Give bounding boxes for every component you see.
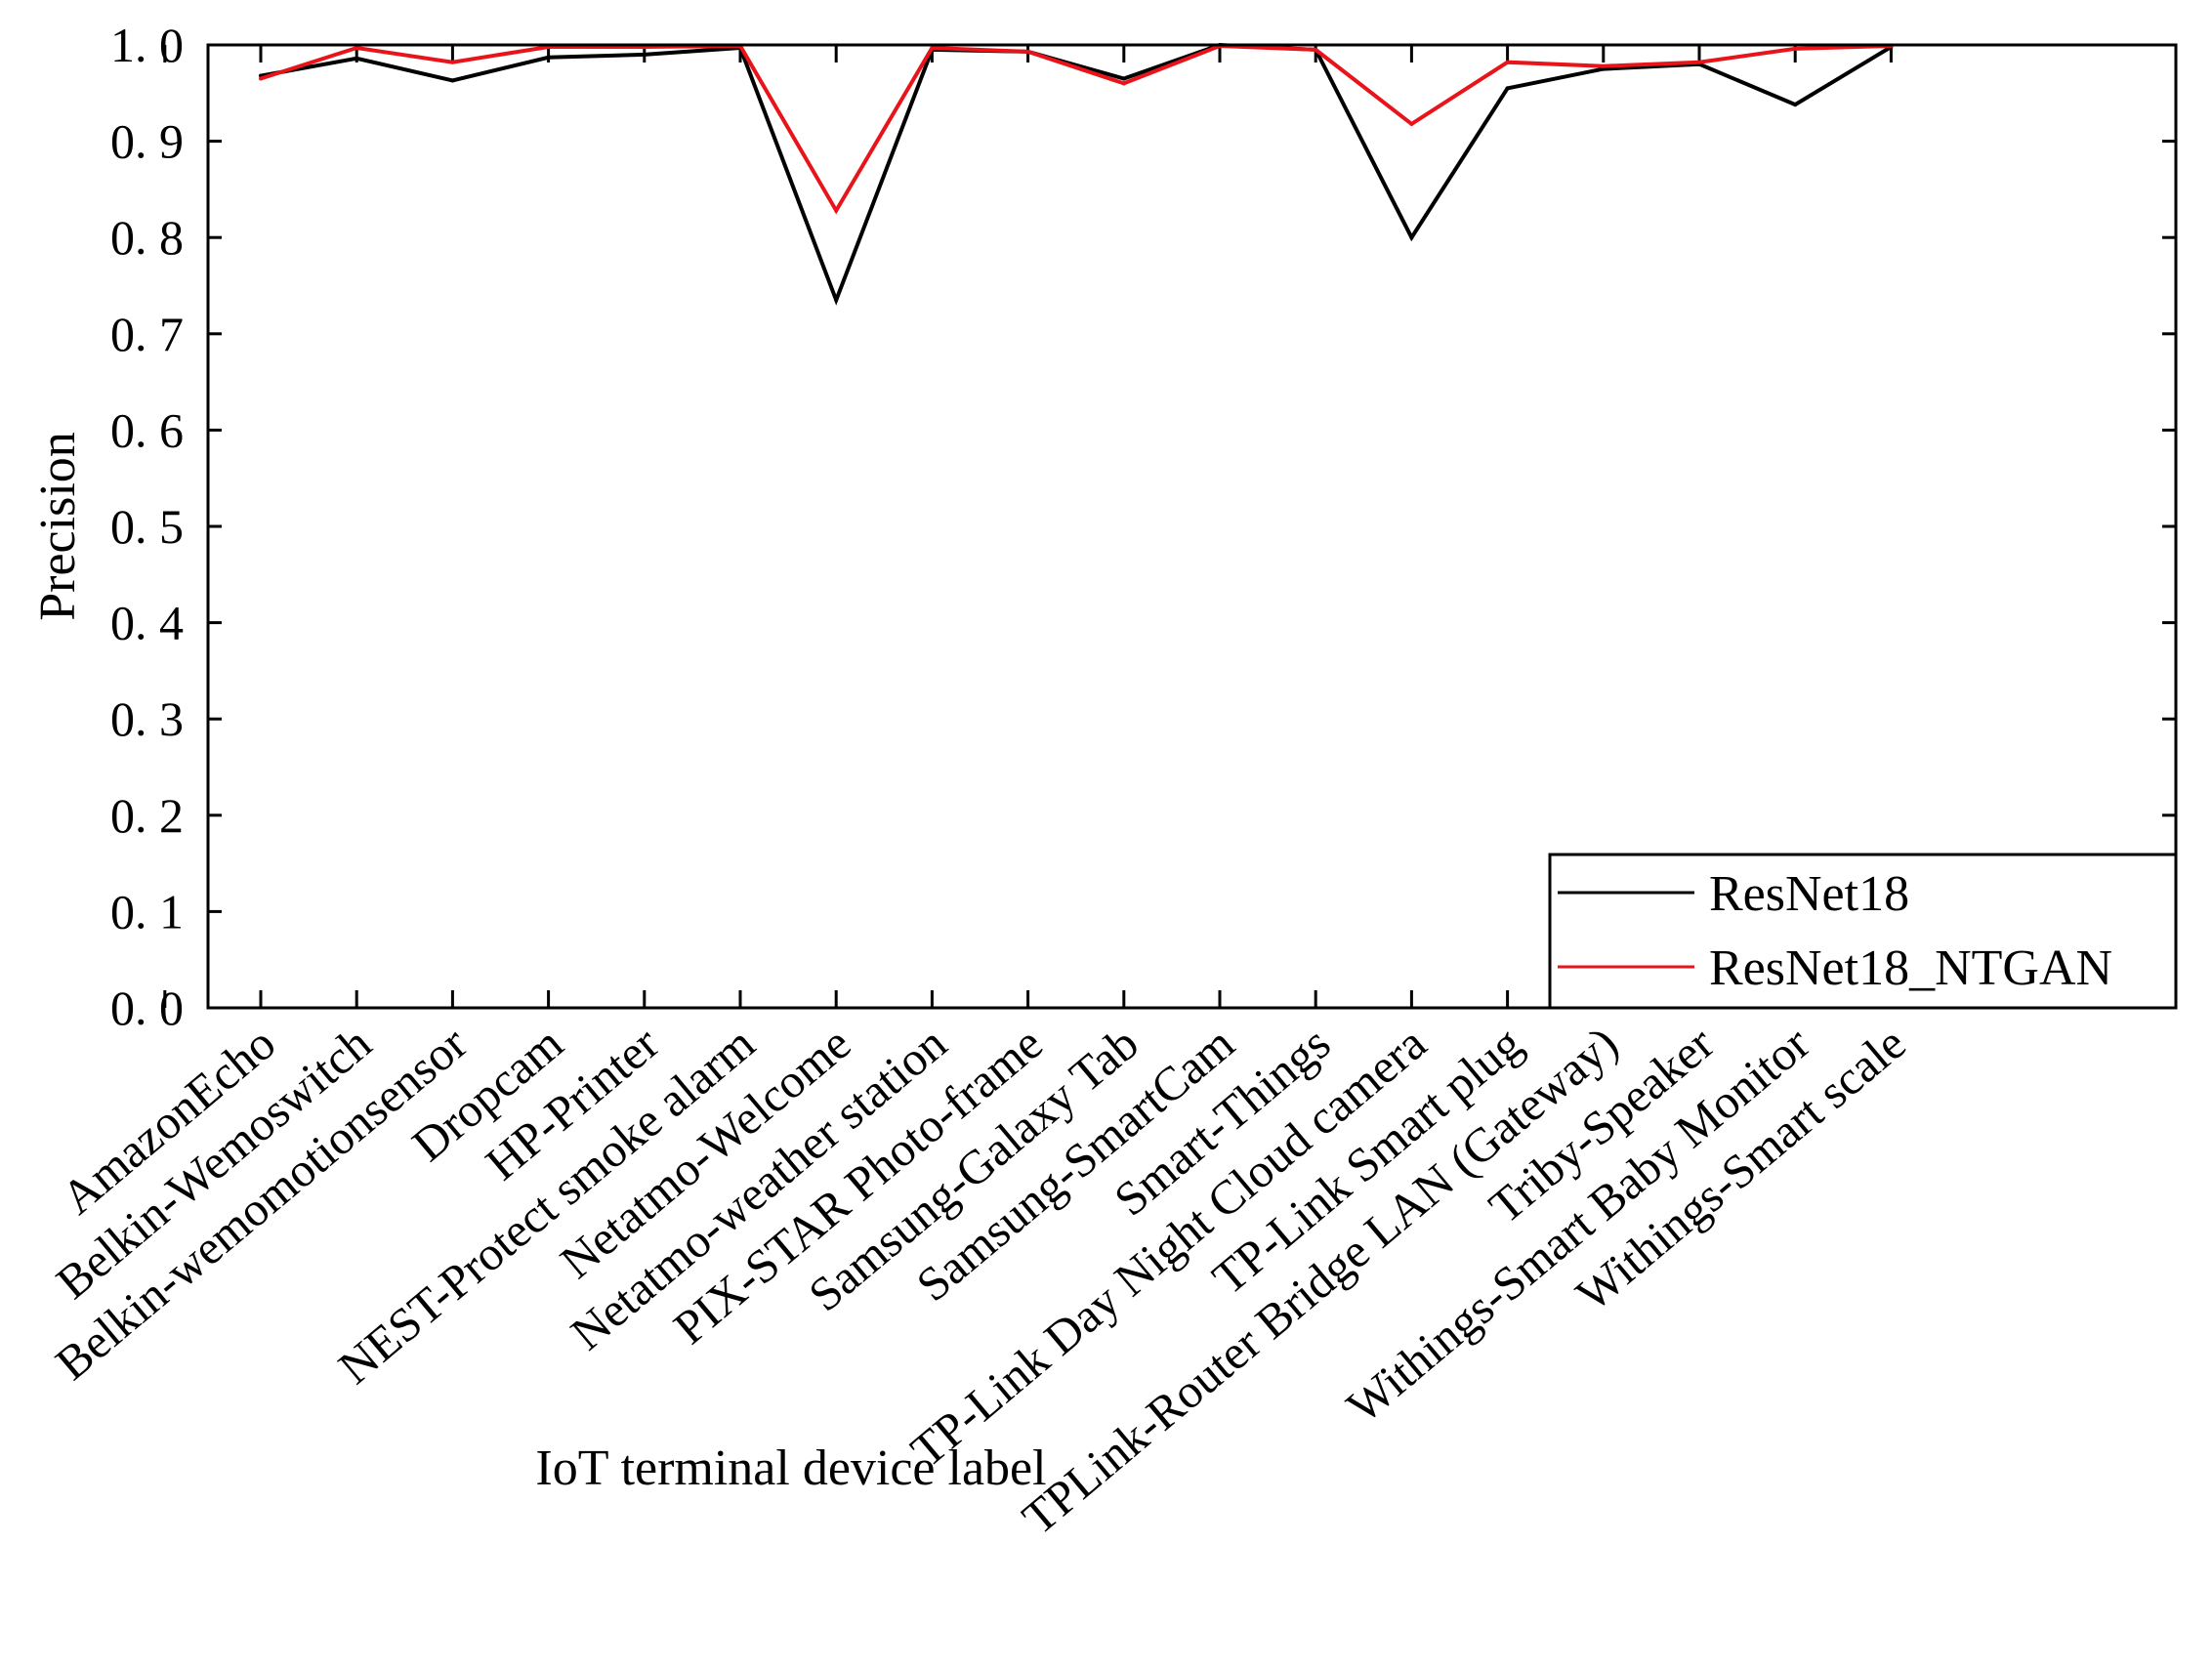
legend: ResNet18 ResNet18_NTGAN — [1548, 853, 2178, 1010]
data-point — [834, 298, 839, 303]
data-point — [450, 60, 455, 64]
legend-label-resnet18: ResNet18 — [1709, 866, 1909, 922]
y-tick-label: 1. 0 — [110, 18, 184, 72]
data-point — [1793, 46, 1798, 51]
y-tick-label: 0. 4 — [110, 596, 184, 650]
data-point — [259, 76, 263, 81]
data-point — [1025, 49, 1030, 54]
plot-frame — [206, 43, 2178, 1010]
x-axis-title: IoT terminal device label — [535, 1440, 1046, 1496]
data-point — [1505, 86, 1510, 91]
data-point — [355, 56, 359, 61]
y-tick-label: 0. 5 — [110, 499, 184, 554]
legend-label-resnet18-ntgan: ResNet18_NTGAN — [1709, 940, 2112, 996]
series-line-resnet18 — [260, 42, 1893, 306]
data-point — [1409, 121, 1414, 126]
data-point — [1121, 81, 1126, 86]
data-point — [1505, 60, 1510, 64]
y-tick-label: 0. 6 — [110, 402, 184, 457]
y-tick-label: 0. 9 — [110, 114, 184, 169]
data-point — [1314, 47, 1318, 52]
y-tick-label: 0. 1 — [110, 884, 184, 939]
series-line-resnet18-ntgan — [260, 43, 1892, 215]
data-point — [1697, 60, 1701, 64]
data-point — [355, 45, 359, 50]
data-point — [546, 55, 551, 60]
y-tick-label: 0. 2 — [110, 788, 184, 843]
data-point — [1601, 63, 1606, 68]
data-point — [1121, 76, 1126, 81]
data-point — [834, 208, 839, 213]
data-point — [642, 52, 647, 57]
y-tick-label: 0. 7 — [110, 307, 184, 361]
data-point — [450, 78, 455, 83]
y-axis-title: Precision — [30, 432, 86, 621]
series-layer — [259, 42, 1894, 306]
data-point — [1793, 103, 1798, 107]
y-tick-label: 0. 3 — [110, 691, 184, 746]
y-tick-label: 0. 0 — [110, 981, 184, 1035]
legend-box — [1548, 853, 2178, 1010]
y-tick-label: 0. 8 — [110, 210, 184, 265]
data-point — [930, 45, 935, 50]
y-axis-ticks: 0. 0 0. 1 0. 2 0. 3 0. 4 0. 5 0. 6 0. 7 0. 8 0. 9… — [110, 18, 2176, 1035]
data-point — [1409, 235, 1414, 240]
